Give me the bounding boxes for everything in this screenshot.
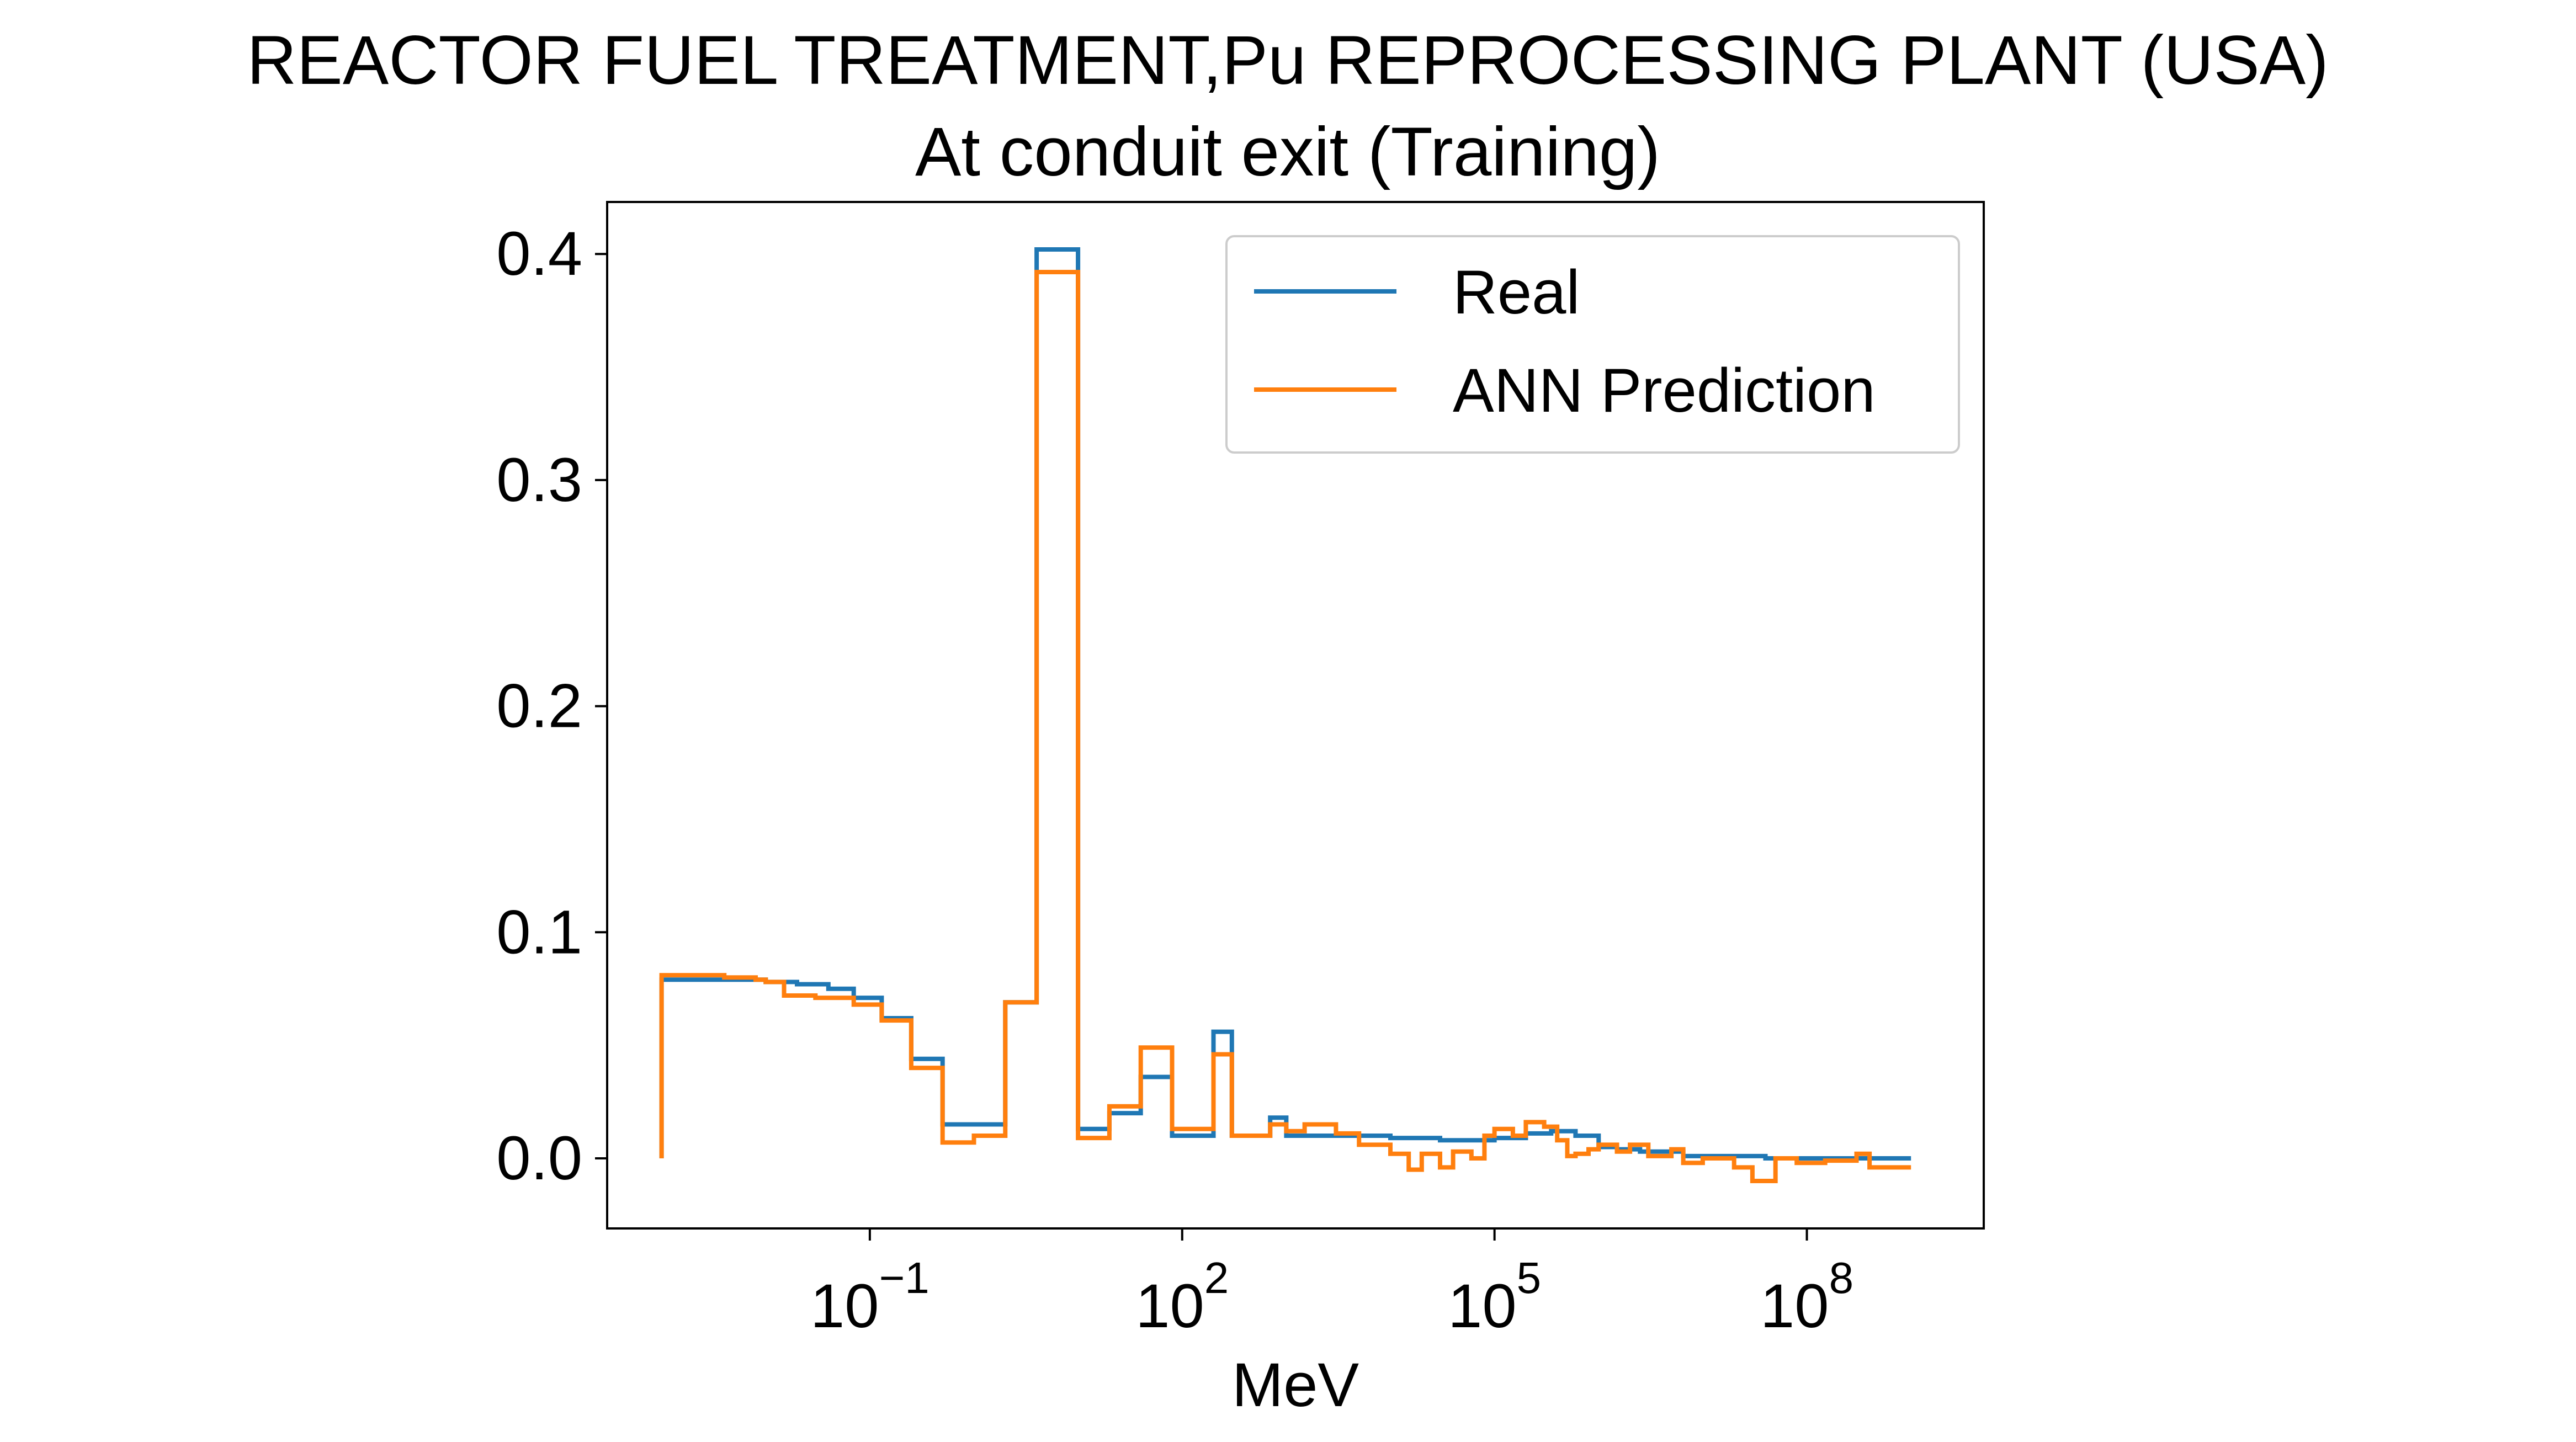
- legend-label-real: Real: [1453, 258, 1580, 327]
- y-tick-label: 0.4: [496, 219, 582, 288]
- x-tick-label: 102: [1135, 1253, 1229, 1340]
- y-axis: 0.0 0.1 0.2 0.3 0.4: [496, 219, 607, 1193]
- x-axis-label: MeV: [1232, 1350, 1359, 1419]
- chart-subtitle: At conduit exit (Training): [915, 114, 1660, 190]
- series-line-ann-prediction: [659, 270, 1911, 1183]
- x-tick-label: 10−1: [810, 1253, 930, 1340]
- x-tick-label: 108: [1760, 1253, 1853, 1340]
- y-tick-label: 0.0: [496, 1124, 582, 1193]
- y-tick-label: 0.1: [496, 897, 582, 966]
- y-tick-label: 0.3: [496, 445, 582, 514]
- x-tick-label: 105: [1448, 1253, 1541, 1340]
- plot-frame: [606, 201, 1985, 1230]
- y-tick-label: 0.2: [496, 672, 582, 741]
- x-axis: 10−1 102 105 108: [810, 1228, 1853, 1340]
- series-layer: [659, 247, 1911, 1183]
- chart-title: REACTOR FUEL TREATMENT,Pu REPROCESSING P…: [247, 22, 2329, 99]
- legend-label-ann-prediction: ANN Prediction: [1453, 356, 1876, 425]
- legend: Real ANN Prediction: [1225, 235, 1960, 454]
- legend-box: [1225, 235, 1960, 454]
